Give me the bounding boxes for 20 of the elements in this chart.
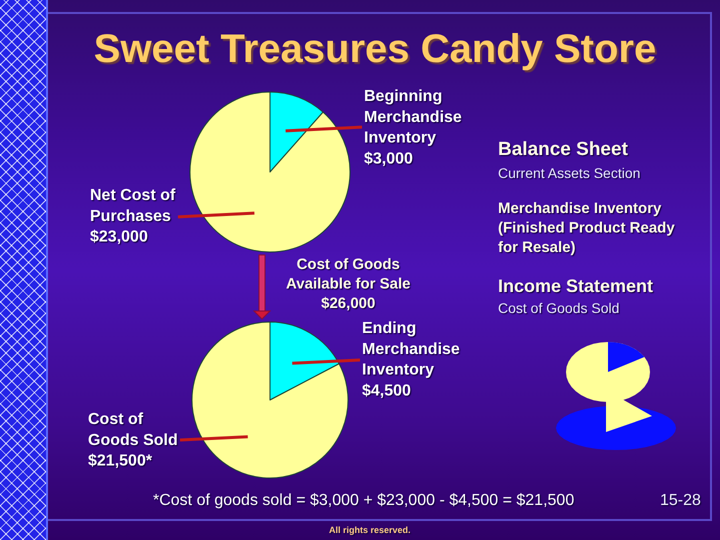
text: *Cost of goods sold = $3,000 + $23,000 - $4,500 = $21,500 [153,492,574,509]
pie-slice [190,92,350,252]
slice-label: Ending Merchandise Inventory [362,320,460,379]
pie-slice [192,322,348,478]
chart-title: Sweet Treasures Candy Store [94,27,656,71]
text: Income Statement [498,276,654,296]
text: Merchandise Inventory (Finished Product Ready for Resale) [498,200,676,256]
data-label: $3,000 [364,150,414,168]
text: All rights reserved. [329,525,411,535]
text: Cost of Goods Available for Sale $26,000 [286,256,410,312]
text: Current Assets Section [498,165,640,181]
slice-label: Net Cost of Purchases [90,187,176,225]
text: Cost of Goods Sold [498,300,620,316]
slice-label: Cost of Goods Sold [88,411,178,449]
text: 15-28 [660,492,702,509]
slice-label: Beginning Merchandise Inventory [364,88,462,147]
data-label: $21,500* [88,452,153,470]
data-label: $23,000 [90,228,148,246]
text: Balance Sheet [498,139,629,160]
data-label: $4,500 [362,382,412,400]
